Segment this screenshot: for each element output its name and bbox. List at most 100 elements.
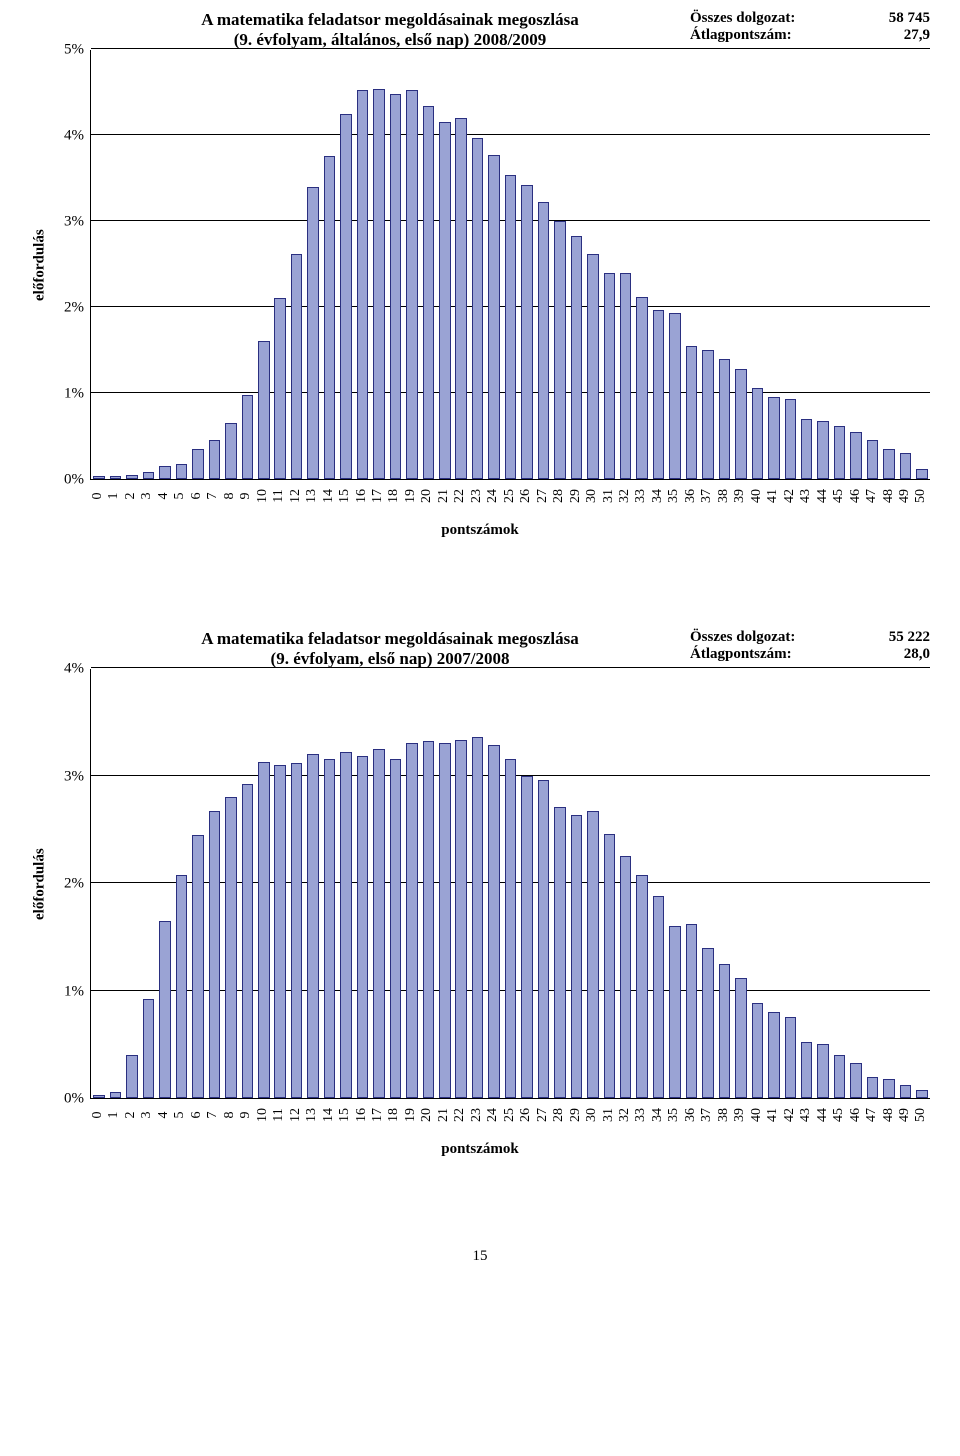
bar-slot [733,50,749,479]
bar-slot [650,50,666,479]
x-tick-label: 25 [502,488,518,504]
bar-slot [700,669,716,1098]
x-tick-label: 27 [535,488,551,504]
chart-2-ylabel: előfordulás [30,669,50,1099]
bar-slot [272,50,288,479]
chart-2-title-line1: A matematika feladatsor megoldásainak me… [90,629,690,649]
x-tick-label: 29 [568,1107,584,1123]
page: A matematika feladatsor megoldásainak me… [0,0,960,1295]
bar-slot [387,50,403,479]
x-tick-label: 18 [387,488,403,504]
x-tick-label: 28 [551,488,567,504]
bar [735,369,747,479]
gridline [91,48,930,49]
bar [357,756,369,1098]
chart-1-meta-avg-value: 27,9 [904,27,930,44]
bar-slot [897,50,913,479]
bar [225,423,237,479]
bar [423,741,435,1098]
x-tick-label: 26 [518,488,534,504]
bar [242,395,254,479]
bar [307,754,319,1098]
bar [900,1085,912,1098]
bar [110,476,122,479]
x-tick-label: 0 [90,1107,106,1123]
x-tick-label: 5 [173,1107,189,1123]
bar [850,1063,862,1098]
x-tick-label: 17 [370,1107,386,1123]
bar-slot [256,669,272,1098]
bar [439,743,451,1098]
bar-slot [486,669,502,1098]
bar [521,185,533,479]
bar-slot [437,669,453,1098]
chart-2-y-axis: 0%1%2%3%4% [50,669,90,1099]
chart-2-title-line2: (9. évfolyam, első nap) 2007/2008 [90,649,690,669]
bar-slot [766,669,782,1098]
bar [192,449,204,479]
x-tick-label: 7 [206,1107,222,1123]
bar [653,896,665,1098]
x-tick-label: 11 [271,488,287,504]
bar [768,397,780,479]
chart-1-title-line2: (9. évfolyam, általános, első nap) 2008/… [90,30,690,50]
bar-slot [239,50,255,479]
bar [867,1077,879,1099]
bar-slot [453,50,469,479]
bar-slot [387,669,403,1098]
bar-slot [371,50,387,479]
bar [785,399,797,479]
bar [291,254,303,479]
x-tick-label: 5 [173,488,189,504]
x-tick-label: 36 [683,488,699,504]
bar [209,440,221,479]
y-tick-label: 4% [64,661,84,678]
bar [472,138,484,479]
bar [719,359,731,479]
bar [324,156,336,479]
bar-slot [897,669,913,1098]
y-tick-label: 3% [64,214,84,231]
bar-slot [256,50,272,479]
x-tick-label: 13 [304,1107,320,1123]
bar-slot [864,669,880,1098]
chart-1-title-line1: A matematika feladatsor megoldásainak me… [90,10,690,30]
x-tick-label: 16 [354,1107,370,1123]
bar [126,475,138,479]
bar [587,811,599,1098]
x-tick-label: 22 [453,488,469,504]
x-tick-label: 11 [271,1107,287,1123]
x-tick-label: 33 [634,488,650,504]
bar [307,187,319,479]
chart-2-meta-avg-value: 28,0 [904,646,930,663]
bar-slot [91,50,107,479]
x-tick-label: 22 [453,1107,469,1123]
bar-slot [173,669,189,1098]
bar-slot [420,669,436,1098]
bar-slot [107,669,123,1098]
x-tick-label: 1 [107,488,123,504]
chart-2-meta-avg-label: Átlagpontszám: [690,646,792,663]
bar [225,797,237,1098]
bar [455,740,467,1098]
bar-slot [683,669,699,1098]
bar-slot [749,669,765,1098]
bar [258,341,270,479]
bar-slot [831,50,847,479]
bar [93,1095,105,1098]
y-tick-label: 1% [64,983,84,1000]
bar [752,1003,764,1098]
x-tick-label: 41 [765,488,781,504]
chart-1-plot [90,50,930,480]
bar-slot [107,50,123,479]
x-tick-label: 43 [798,488,814,504]
x-tick-label: 35 [667,488,683,504]
bar [357,90,369,479]
x-tick-label: 19 [403,488,419,504]
x-tick-label: 48 [881,1107,897,1123]
bar [455,118,467,479]
y-tick-label: 2% [64,300,84,317]
bar [488,155,500,479]
bar-slot [601,669,617,1098]
bar-slot [914,669,930,1098]
